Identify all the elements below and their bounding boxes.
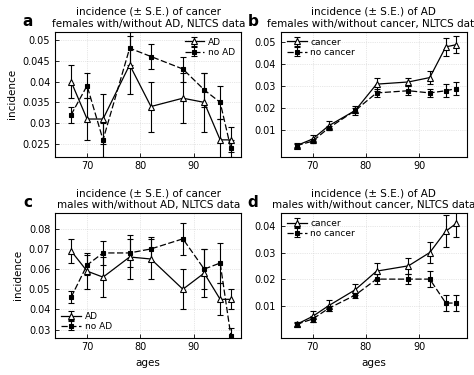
X-axis label: ages: ages [136, 358, 161, 368]
X-axis label: ages: ages [362, 358, 386, 368]
Y-axis label: incidence: incidence [13, 250, 23, 300]
Title: incidence (± S.E.) of AD
males with/without cancer, NLTCS data: incidence (± S.E.) of AD males with/with… [272, 188, 474, 210]
Title: incidence (± S.E.) of cancer
males with/without AD, NLTCS data: incidence (± S.E.) of cancer males with/… [57, 188, 240, 210]
Title: incidence (± S.E.) of AD
females with/without cancer, NLTCS data: incidence (± S.E.) of AD females with/wi… [267, 7, 474, 29]
Legend: cancer, no cancer: cancer, no cancer [285, 36, 357, 59]
Legend: AD, no AD: AD, no AD [183, 36, 237, 59]
Text: d: d [247, 195, 258, 210]
Text: a: a [22, 14, 33, 29]
Title: incidence (± S.E.) of cancer
females with/without AD, NLTCS data: incidence (± S.E.) of cancer females wit… [52, 7, 245, 29]
Legend: AD, no AD: AD, no AD [60, 310, 114, 333]
Legend: cancer, no cancer: cancer, no cancer [285, 217, 357, 240]
Text: b: b [247, 14, 258, 29]
Text: c: c [24, 195, 33, 210]
Y-axis label: incidence: incidence [7, 69, 17, 119]
